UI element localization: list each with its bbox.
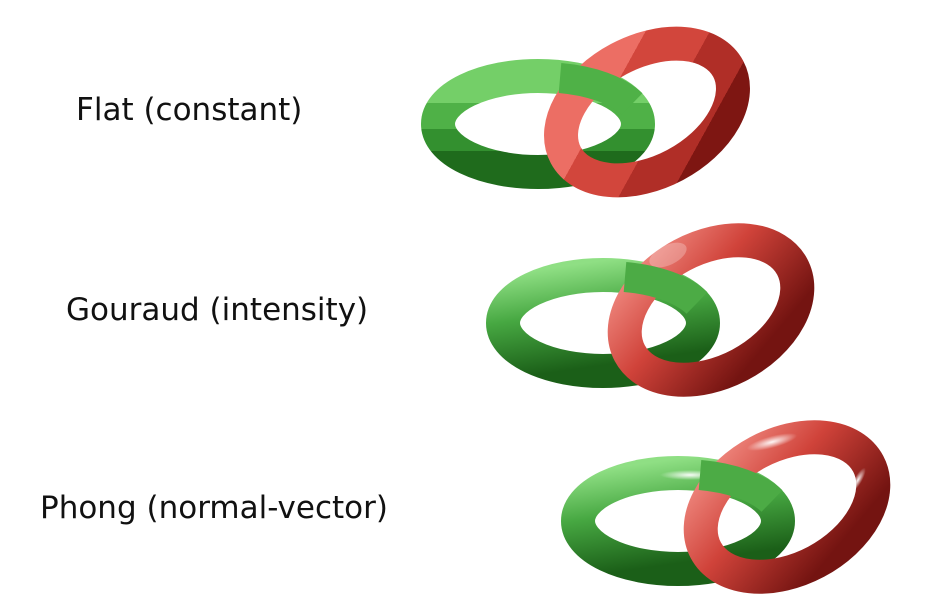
red-torus	[683, 420, 891, 594]
green-torus-overlap-segment	[623, 262, 708, 315]
green-torus-overlap-segment	[698, 460, 783, 513]
red-torus	[544, 26, 750, 198]
gouraud-shading-label: Gouraud (intensity)	[66, 292, 369, 328]
red-torus-soft-highlight	[649, 242, 687, 268]
phong-shading-label: Phong (normal-vector)	[40, 490, 388, 526]
gouraud-shaded-torus-pair	[486, 223, 815, 397]
red-specular-highlight-secondary	[850, 467, 866, 493]
red-torus	[607, 223, 815, 397]
red-specular-highlight	[746, 433, 798, 451]
flat-shaded-torus-pair	[421, 26, 750, 198]
green-torus	[421, 59, 655, 189]
green-torus	[486, 258, 720, 388]
phong-shaded-torus-pair	[561, 420, 891, 594]
green-torus-overlap-segment	[558, 63, 643, 116]
flat-shading-label: Flat (constant)	[76, 92, 303, 128]
